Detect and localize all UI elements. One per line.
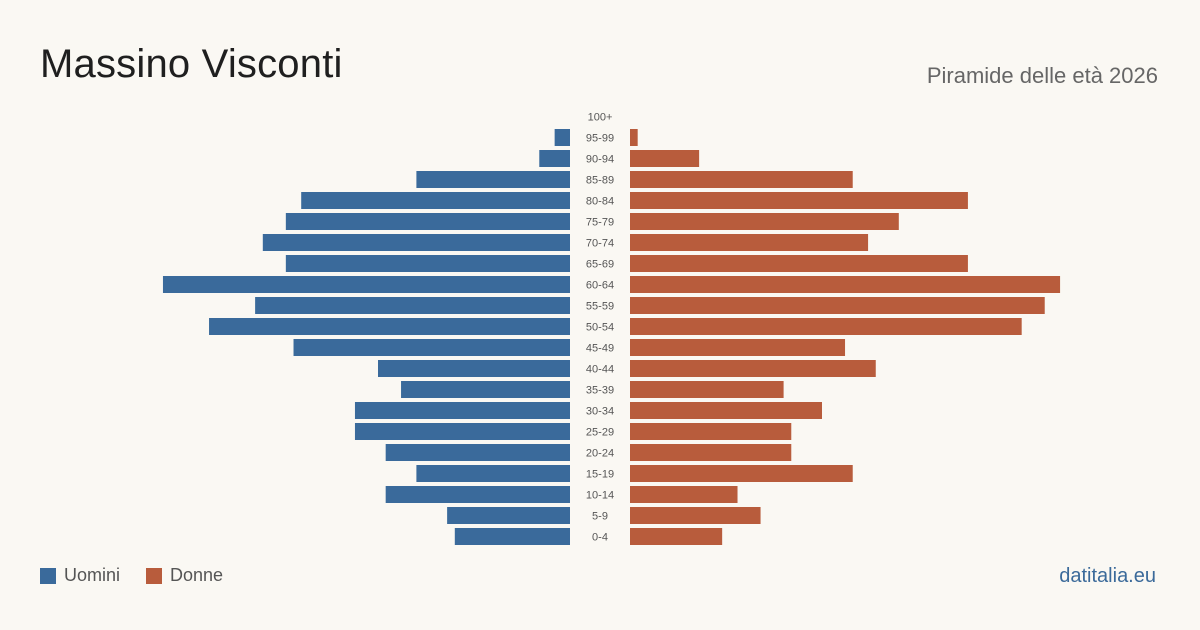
bar-women[interactable] <box>630 234 869 251</box>
legend-item-women: Donne <box>146 565 223 586</box>
age-label: 30-34 <box>586 406 614 418</box>
age-label: 15-19 <box>586 469 614 481</box>
age-label: 85-89 <box>586 175 614 187</box>
bar-men[interactable] <box>539 150 570 167</box>
age-label: 25-29 <box>586 427 614 439</box>
bar-women[interactable] <box>630 381 784 398</box>
bar-men[interactable] <box>554 129 570 146</box>
chart-subtitle: Piramide delle età 2026 <box>926 63 1158 88</box>
bar-women[interactable] <box>630 444 792 461</box>
age-label: 65-69 <box>586 259 614 271</box>
brand-link[interactable]: datitalia.eu <box>1059 565 1156 587</box>
bar-men[interactable] <box>416 171 570 188</box>
bar-men[interactable] <box>354 402 570 419</box>
bar-women[interactable] <box>630 171 853 188</box>
age-label: 0-4 <box>592 532 608 544</box>
age-label: 5-9 <box>592 511 608 523</box>
bar-men[interactable] <box>293 339 570 356</box>
age-label: 40-44 <box>586 364 614 376</box>
bar-men[interactable] <box>454 528 570 545</box>
age-label: 10-14 <box>586 490 614 502</box>
bar-women[interactable] <box>630 318 1022 335</box>
age-label: 100+ <box>588 112 613 124</box>
bar-men[interactable] <box>447 507 570 524</box>
age-label: 45-49 <box>586 343 614 355</box>
bar-women[interactable] <box>630 423 792 440</box>
legend-swatch-women <box>146 567 163 584</box>
bar-men[interactable] <box>285 255 570 272</box>
bar-men[interactable] <box>354 423 570 440</box>
bar-men[interactable] <box>378 360 570 377</box>
bar-women[interactable] <box>630 129 638 146</box>
bar-women[interactable] <box>630 507 761 524</box>
bar-men[interactable] <box>385 444 570 461</box>
age-label: 90-94 <box>586 154 614 166</box>
bar-men[interactable] <box>416 465 570 482</box>
bar-women[interactable] <box>630 339 846 356</box>
age-label: 70-74 <box>586 238 614 250</box>
bar-men[interactable] <box>162 276 570 293</box>
bar-men[interactable] <box>385 486 570 503</box>
bar-men[interactable] <box>401 381 570 398</box>
age-label: 95-99 <box>586 133 614 145</box>
bar-men[interactable] <box>209 318 571 335</box>
legend-label-women: Donne <box>170 565 224 585</box>
bar-women[interactable] <box>630 213 899 230</box>
bar-women[interactable] <box>630 402 822 419</box>
bar-women[interactable] <box>630 255 968 272</box>
legend-label-men: Uomini <box>64 565 121 585</box>
age-label: 35-39 <box>586 385 614 397</box>
age-label: 20-24 <box>586 448 614 460</box>
bar-women[interactable] <box>630 297 1045 314</box>
legend-swatch-men <box>40 567 56 584</box>
bar-women[interactable] <box>630 192 968 209</box>
age-label: 60-64 <box>586 280 614 292</box>
bar-men[interactable] <box>255 297 570 314</box>
age-label: 75-79 <box>586 217 614 229</box>
bar-men[interactable] <box>262 234 570 251</box>
bar-women[interactable] <box>630 528 723 545</box>
bar-women[interactable] <box>630 150 700 167</box>
legend: Uomini Donne <box>40 565 249 586</box>
bar-women[interactable] <box>630 360 876 377</box>
bar-women[interactable] <box>630 465 853 482</box>
bar-women[interactable] <box>630 276 1061 293</box>
bar-women[interactable] <box>630 486 738 503</box>
age-label: 55-59 <box>586 301 614 313</box>
age-label: 80-84 <box>586 196 614 208</box>
chart-title: Massino Visconti <box>40 42 343 86</box>
legend-item-men: Uomini <box>40 565 120 586</box>
bar-men[interactable] <box>285 213 570 230</box>
bar-men[interactable] <box>301 192 570 209</box>
age-label: 50-54 <box>586 322 614 334</box>
